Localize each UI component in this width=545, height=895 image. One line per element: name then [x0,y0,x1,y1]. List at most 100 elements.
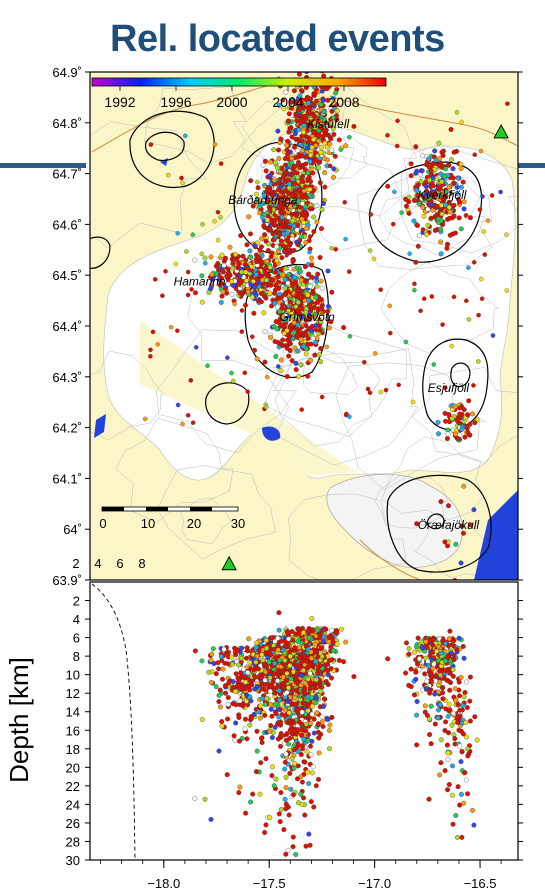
depth-dot [308,720,314,726]
depth-dot [443,719,449,725]
event-dot [267,290,273,296]
event-dot [394,143,400,149]
event-dot [435,419,441,425]
event-dot [278,136,284,142]
contour-lines [90,84,518,580]
depth-dot [291,792,296,798]
event-dot [212,218,217,224]
depth-dot [320,704,326,709]
event-dot [312,90,318,96]
depth-dot [414,712,420,718]
depth-dot [319,645,324,651]
event-dot [476,359,481,364]
depth-dot [307,842,313,848]
depth-dot [315,670,321,676]
depth-dot [231,733,237,739]
event-dot [152,277,158,282]
event-dot [224,274,230,280]
depth-dot [206,669,212,675]
depth-dot [298,682,304,688]
event-dot [425,222,431,228]
event-dot [453,541,459,547]
depth-dot [208,679,214,685]
event-dot [438,251,444,257]
depth-dot [263,822,269,828]
event-dot [230,283,236,288]
lake [262,426,281,441]
depth-dot [317,683,323,689]
depth-dot [305,665,311,671]
event-dot [454,110,460,115]
depth-dot [267,728,273,734]
depth-dot [424,678,430,684]
depth-dot [296,645,302,651]
event-dot [319,207,325,213]
depth-dot [474,737,480,743]
depth-dot [292,645,298,651]
event-dot [267,207,273,212]
event-dot [249,295,255,301]
depth-dot [289,688,295,694]
event-dot [448,127,454,132]
event-dot [215,237,221,243]
depth-dot [293,852,299,857]
event-dot [230,265,235,271]
event-dot [368,212,374,217]
event-dot [457,405,463,411]
event-dot [450,175,456,181]
depth-dot [295,741,301,747]
event-dot [367,390,373,395]
event-dot [296,138,302,144]
event-dot [208,254,214,260]
event-dot [259,299,264,305]
depth-dot [294,687,300,693]
depth-dot [259,696,265,701]
event-dot [234,257,240,263]
event-dot [315,160,321,165]
depth-dot [270,764,275,770]
event-dot [276,156,282,161]
event-dot [307,159,313,165]
event-dot [262,293,268,299]
event-dot [294,239,300,245]
y-tick-label: 64.5˚ [52,268,82,283]
event-dot [294,333,300,339]
event-dot [444,245,450,251]
event-dot [277,291,283,297]
contour-line [411,367,518,464]
event-dot [192,257,198,263]
depth-dot [440,685,446,690]
depth-dot [275,647,281,653]
depth-dot [430,637,436,643]
depth-dot [223,683,228,689]
depth-dot [440,696,446,702]
event-dot [239,329,245,334]
place-label: Kistufell [307,117,349,131]
event-dot [265,188,271,193]
depth-dot [254,640,260,646]
event-dot [313,327,319,333]
depth-dot [268,701,274,707]
event-dot [313,150,318,155]
depth-dot [254,653,260,659]
depth-dot [263,756,269,762]
event-dot [278,184,284,190]
event-dot [232,301,237,307]
depth-dot [269,735,275,740]
event-dot [432,227,438,233]
event-dot [311,229,317,235]
event-dot [426,156,431,162]
scale-unit-label: 8 [138,556,145,571]
depth-dot [433,673,439,678]
depth-dot [287,717,293,723]
depth-dot [287,653,293,659]
event-dot [504,288,510,293]
depth-dot [258,703,263,709]
event-dot [262,158,268,164]
event-dot [283,266,289,272]
event-dot [482,252,488,257]
event-dot [184,249,189,254]
depth-dot [275,736,281,742]
depth-dot [424,645,430,651]
event-dot [250,278,256,284]
